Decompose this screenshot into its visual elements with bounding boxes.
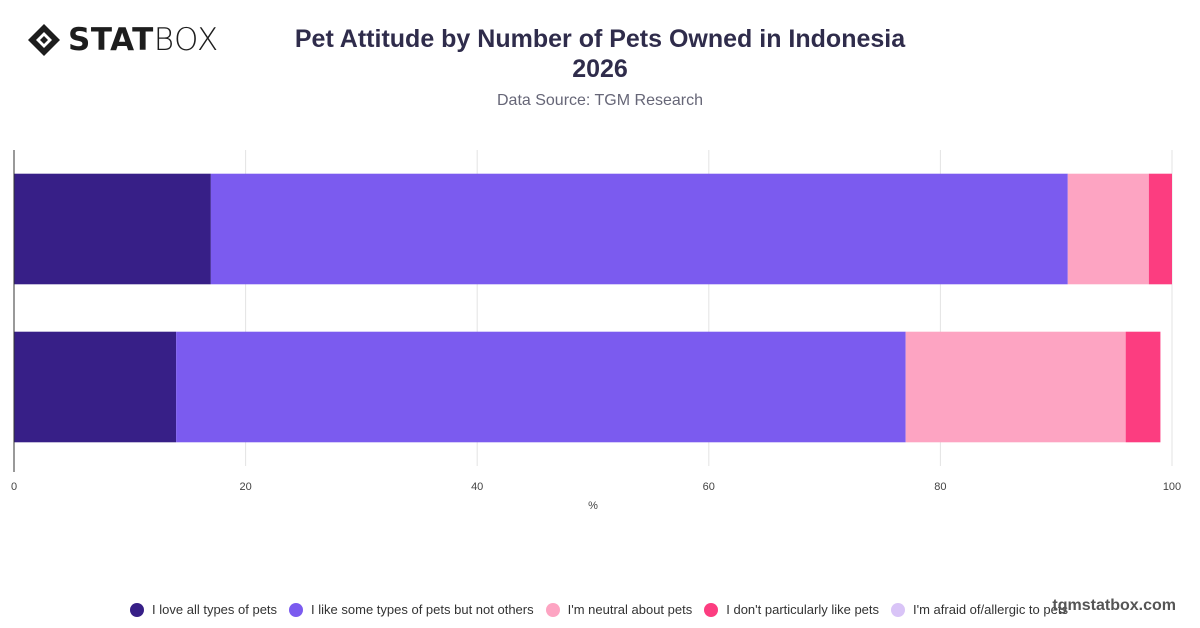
- chart-title-line2: 2026: [572, 55, 628, 83]
- x-tick-label: 60: [703, 481, 715, 493]
- legend-swatch: [545, 602, 560, 617]
- legend-item[interactable]: I like some types of pets but not others: [289, 602, 534, 617]
- x-tick-label: 20: [239, 481, 251, 493]
- chart-title-line1: Pet Attitude by Number of Pets Owned in …: [294, 25, 906, 53]
- legend-swatch: [704, 602, 719, 617]
- bar-segment: [1067, 173, 1149, 285]
- legend-swatch: [289, 602, 304, 617]
- legend-item[interactable]: I'm neutral about pets: [545, 602, 693, 617]
- x-tick-label: 0: [11, 481, 17, 493]
- legend-item[interactable]: I don't particularly like pets: [704, 602, 879, 617]
- diamond-logo-icon: [28, 24, 60, 56]
- chart-legend: I love all types of pets I like some type…: [0, 602, 1200, 617]
- bar-segment: [176, 331, 906, 443]
- bar-chart: 0 20 40 60 80 100%: [11, 150, 1181, 512]
- bar-segment: [905, 331, 1126, 443]
- bar-segment: [1125, 331, 1161, 443]
- watermark: tgmstatbox.com: [1052, 597, 1176, 614]
- legend-label: I don't particularly like pets: [726, 602, 880, 617]
- logo-wordmark: STATBOX: [68, 22, 219, 58]
- statbox-logo: STATBOX: [26, 22, 219, 58]
- legend-item[interactable]: I'm afraid of/allergic to pets: [891, 602, 1068, 617]
- legend-label: I'm afraid of/allergic to pets: [913, 602, 1068, 617]
- x-tick-label: 100: [1163, 481, 1181, 493]
- x-axis-title: %: [588, 500, 598, 512]
- bar-segment: [14, 331, 177, 443]
- legend-label: I like some types of pets but not others: [311, 602, 534, 617]
- bar-segment: [14, 173, 211, 285]
- legend-label: I love all types of pets: [152, 602, 278, 617]
- x-tick-label: 80: [934, 481, 946, 493]
- chart-title: Pet Attitude by Number of Pets Owned in …: [200, 24, 1000, 84]
- chart-subtitle: Data Source: TGM Research: [496, 92, 703, 109]
- bar-segment: [1148, 173, 1172, 285]
- legend-item[interactable]: I love all types of pets: [130, 602, 277, 617]
- bar-segment: [210, 173, 1068, 285]
- x-tick-label: 40: [471, 481, 483, 493]
- legend-swatch: [891, 602, 906, 617]
- legend-swatch: [130, 602, 145, 617]
- legend-label: I'm neutral about pets: [567, 602, 693, 617]
